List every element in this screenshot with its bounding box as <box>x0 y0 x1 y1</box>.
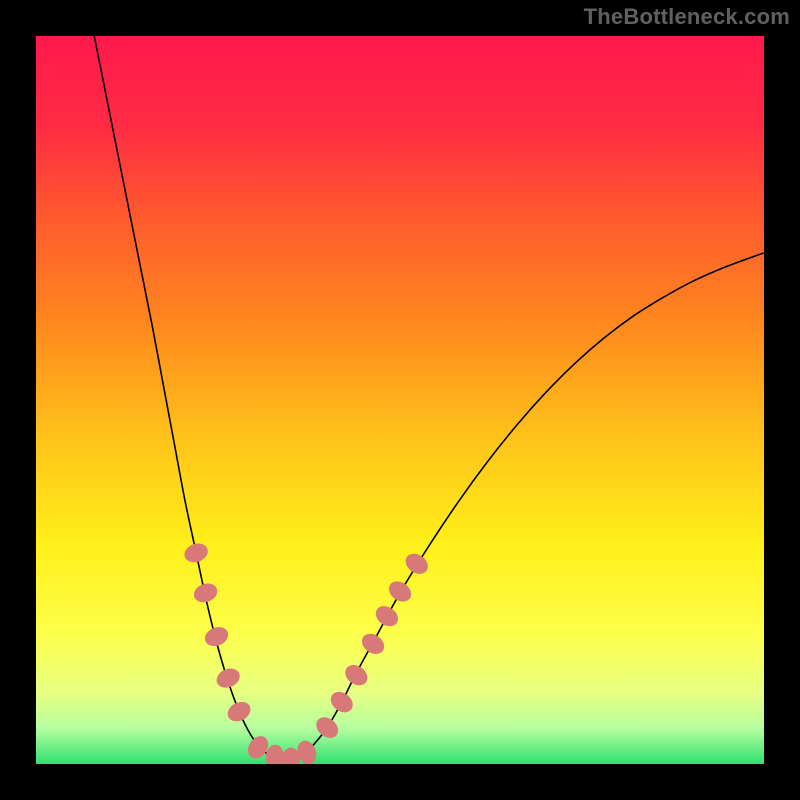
plot-background <box>36 36 764 764</box>
chart-container: TheBottleneck.com <box>0 0 800 800</box>
watermark-text: TheBottleneck.com <box>584 4 790 30</box>
bottleneck-chart <box>0 0 800 800</box>
